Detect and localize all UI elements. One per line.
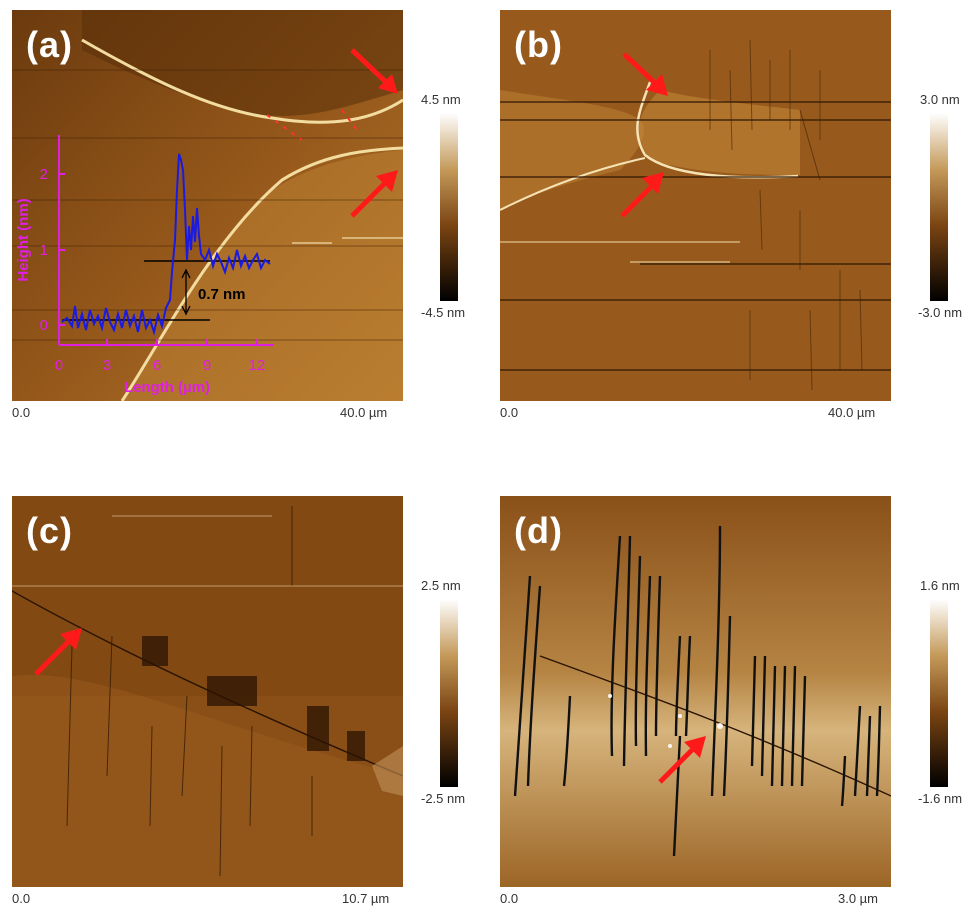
colorbar-min-c: -2.5 nm — [421, 791, 466, 806]
x-axis-start-c: 0.0 — [12, 891, 31, 906]
panel-label-c: (c) — [26, 510, 73, 551]
afm-topography-d — [500, 496, 891, 887]
colorbar-b — [930, 113, 948, 301]
red-arrow-icon — [350, 170, 398, 218]
step-height-annotation: 0.7 nm — [198, 286, 246, 303]
colorbar-max-c: 2.5 nm — [421, 578, 461, 593]
inset-xlabel: Length (µm) — [124, 379, 210, 396]
red-arrow-icon — [622, 52, 668, 96]
panel-label-b: (b) — [514, 24, 563, 65]
colorbar-max-a: 4.5 nm — [421, 92, 461, 107]
colorbar-a — [440, 113, 458, 301]
afm-image-a: 0 1 2 0 3 6 9 12 Length (µm) Height (nm)… — [12, 10, 403, 401]
inset-ytick: 1 — [40, 242, 48, 259]
inset-ytick: 2 — [40, 166, 48, 183]
x-axis-end-d: 3.0 µm — [838, 891, 879, 906]
colorbar-max-d: 1.6 nm — [920, 578, 960, 593]
inset-ylabel: Height (nm) — [15, 198, 32, 281]
x-axis-end-c: 10.7 µm — [342, 891, 390, 906]
colorbar-d — [930, 599, 948, 787]
x-axis-start-a: 0.0 — [12, 405, 31, 420]
x-axis-end-b: 40.0 µm — [828, 405, 876, 420]
x-axis-end-a: 40.0 µm — [340, 405, 388, 420]
afm-image-b: (b) — [500, 10, 891, 401]
afm-image-d: (d) — [500, 496, 891, 887]
inset-xtick: 3 — [103, 357, 111, 374]
colorbar-min-a: -4.5 nm — [421, 305, 466, 320]
colorbar-c — [440, 599, 458, 787]
colorbar-min-b: -3.0 nm — [918, 305, 963, 320]
inset-ytick: 0 — [40, 317, 48, 334]
red-arrow-icon — [658, 736, 706, 784]
x-axis-start-b: 0.0 — [500, 405, 519, 420]
red-arrow-icon — [34, 628, 82, 676]
red-arrow-icon — [620, 172, 664, 218]
afm-topography-b — [500, 10, 891, 401]
x-axis-start-d: 0.0 — [500, 891, 519, 906]
inset-xtick: 6 — [153, 357, 161, 374]
inset-xtick: 12 — [249, 357, 266, 374]
height-profile-line — [61, 153, 271, 336]
inset-xtick: 0 — [55, 357, 63, 374]
panel-label-d: (d) — [514, 510, 563, 551]
red-arrow-icon — [350, 48, 398, 94]
inset-xtick: 9 — [203, 357, 211, 374]
colorbar-max-b: 3.0 nm — [920, 92, 960, 107]
panel-label-a: (a) — [26, 24, 73, 65]
afm-topography-c — [12, 496, 403, 887]
height-profile-inset: 0 1 2 0 3 6 9 12 Length (µm) Height (nm)… — [15, 135, 274, 396]
afm-topography-a — [12, 10, 403, 401]
colorbar-min-d: -1.6 nm — [918, 791, 963, 806]
afm-image-c: (c) — [12, 496, 403, 887]
